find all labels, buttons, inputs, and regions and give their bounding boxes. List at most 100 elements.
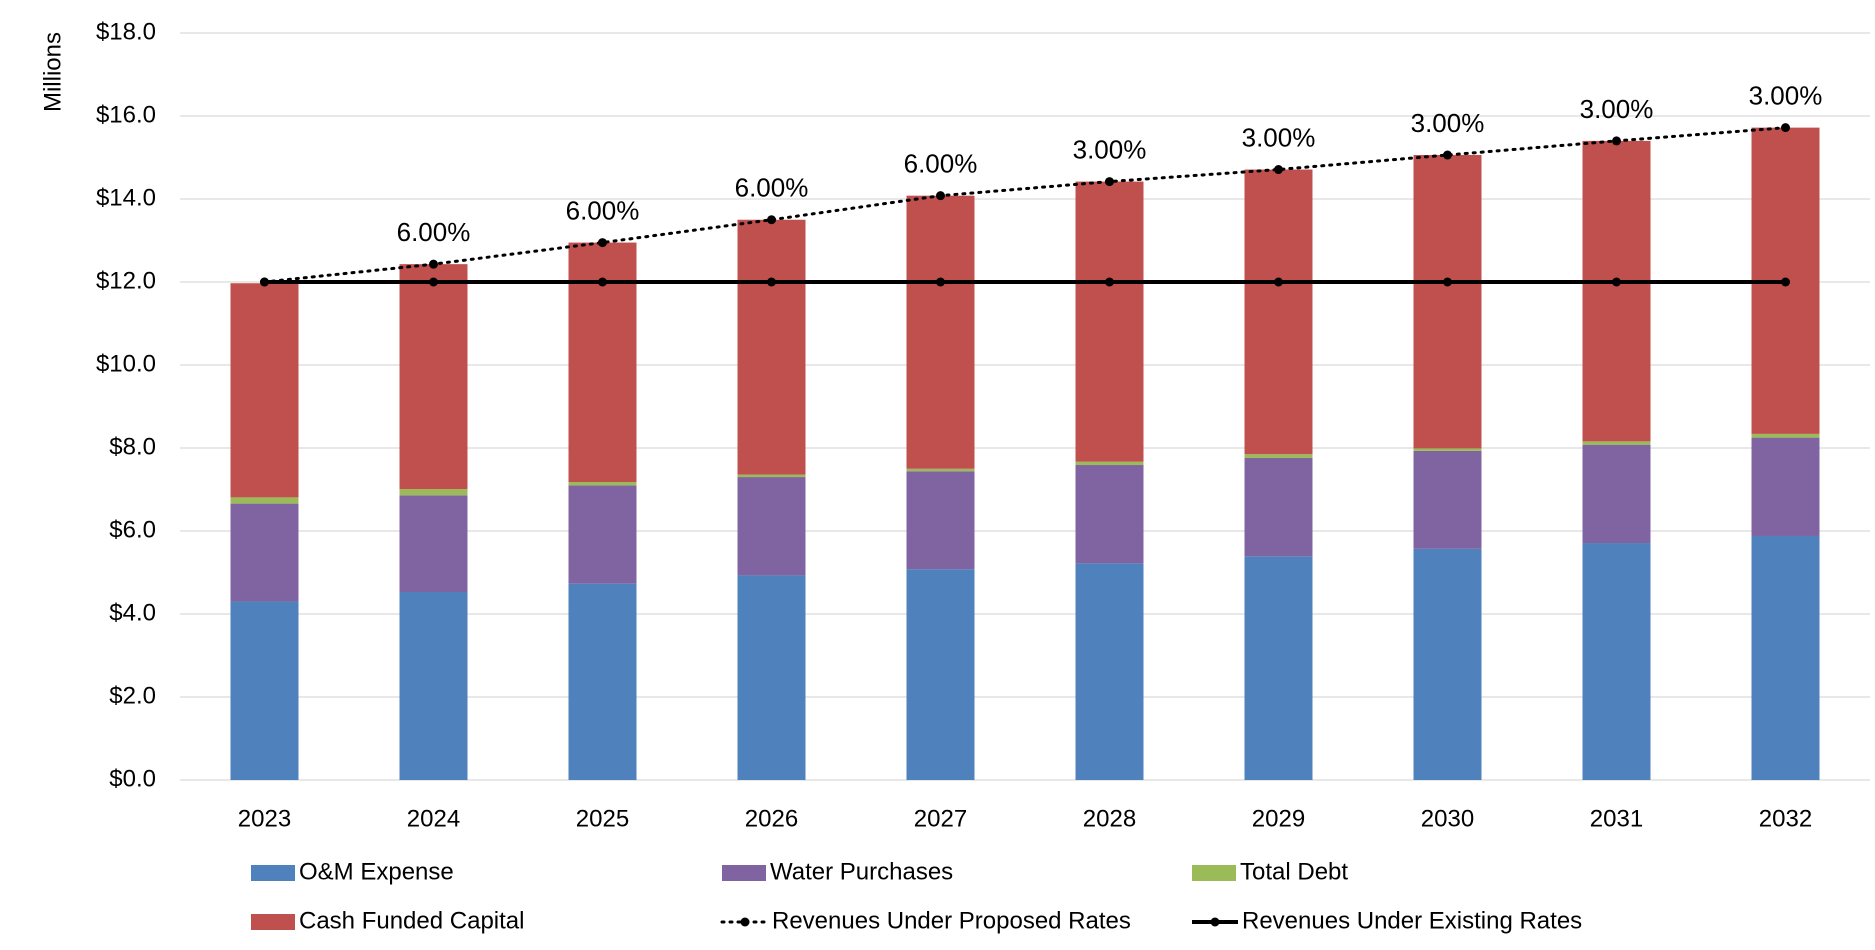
bar-segment [1244,169,1313,455]
x-tick-label: 2031 [1590,805,1643,832]
bar-segment [1244,556,1313,780]
legend-marker [1210,917,1220,927]
line-marker [1274,277,1283,287]
legend-label: Cash Funded Capital [299,907,524,934]
bar-segment [568,485,637,584]
x-tick-label: 2032 [1759,805,1812,832]
y-tick-label: $10.0 [96,350,156,377]
bar-segment [1413,450,1482,549]
bar-segment [1075,465,1144,564]
legend-marker [740,917,750,927]
bar-segment [230,503,299,602]
bar-segment [568,482,637,486]
bar-segment [1413,548,1482,780]
bar-segment [399,495,468,593]
x-tick-label: 2027 [914,805,967,832]
line-marker [1105,177,1114,187]
x-tick-label: 2030 [1421,805,1474,832]
bar-segment [906,468,975,472]
y-tick-label: $4.0 [109,599,156,626]
y-axis-label: Millions [39,32,66,112]
rate-label: 6.00% [735,173,809,203]
bar-segment [1582,444,1651,544]
line [263,126,1787,284]
line-marker [767,277,776,287]
y-tick-label: $16.0 [96,101,156,128]
legend-label: O&M Expense [299,858,454,885]
line-marker [1443,150,1452,160]
y-tick-label: $14.0 [96,184,156,211]
line-marker [1105,277,1114,287]
line-marker [1274,165,1283,175]
x-tick-label: 2029 [1252,805,1305,832]
bar-segment [1751,535,1820,780]
y-tick-label: $2.0 [109,682,156,709]
legend-label: Revenues Under Proposed Rates [772,907,1131,934]
legend-swatch [1192,865,1236,881]
bar-segment [1075,461,1144,466]
bar-segment [906,569,975,780]
bar-segment [1075,563,1144,780]
y-tick-label: $12.0 [96,267,156,294]
bar-segment [1413,155,1482,449]
line-marker [1612,136,1621,146]
line-marker [429,277,438,287]
y-tick-label: $18.0 [96,18,156,45]
y-tick-label: $8.0 [109,433,156,460]
bar-segment [230,497,299,504]
bar-segment [1582,441,1651,445]
rate-label: 6.00% [397,217,471,247]
bar-segment [1244,454,1313,458]
bar-segment [568,583,637,780]
bar-segment [737,477,806,576]
rate-label: 3.00% [1073,134,1147,164]
line-marker [936,277,945,287]
rate-label: 6.00% [904,149,978,179]
bar-segment [906,471,975,570]
bar-segment [906,195,975,469]
line-marker [429,259,438,269]
line-marker [1443,277,1452,287]
bar-segment [1582,543,1651,780]
bar-segment [399,489,468,496]
y-tick-label: $0.0 [109,765,156,792]
bar-segment [1244,457,1313,557]
bar-segment [1751,433,1820,438]
rate-label: 3.00% [1580,94,1654,124]
rate-label: 6.00% [566,195,640,225]
line-marker [1612,277,1621,287]
line-marker [598,277,607,287]
line-marker [598,238,607,248]
bar-segment [399,264,468,490]
bar-segment [230,601,299,780]
line-marker [1781,277,1790,287]
bar-segment [737,575,806,780]
bar-segment [399,592,468,780]
line-marker [1781,123,1790,133]
line-marker [767,215,776,225]
line-marker [260,277,269,287]
rate-label: 3.00% [1242,122,1316,152]
x-tick-label: 2025 [576,805,629,832]
x-tick-label: 2024 [407,805,460,832]
x-tick-label: 2028 [1083,805,1136,832]
legend-swatch [251,865,295,881]
rate-label: 3.00% [1411,108,1485,138]
line-marker [936,191,945,201]
legend-label: Revenues Under Existing Rates [1242,907,1582,934]
x-tick-label: 2023 [238,805,291,832]
bar-segment [737,219,806,475]
bar-segment [737,474,806,478]
bar-segment [1751,437,1820,536]
x-tick-label: 2026 [745,805,798,832]
legend-label: Total Debt [1240,858,1348,885]
legend-label: Water Purchases [770,858,953,885]
bar-segment [230,283,299,498]
legend-swatch [722,865,766,881]
bar-segment [1413,448,1482,451]
rate-label: 3.00% [1749,80,1823,110]
y-tick-label: $6.0 [109,516,156,543]
bar-segment [1075,181,1144,462]
bar-segment [1582,140,1651,442]
